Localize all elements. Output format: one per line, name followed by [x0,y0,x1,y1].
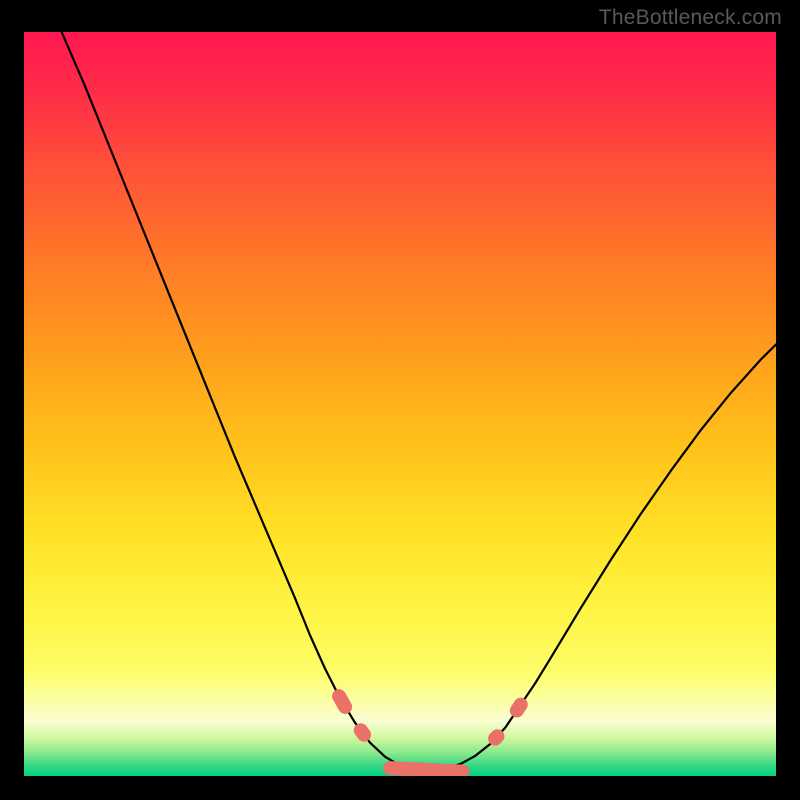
bottleneck-chart [24,32,776,776]
watermark-text: TheBottleneck.com [599,6,782,30]
gradient-background [24,32,776,776]
